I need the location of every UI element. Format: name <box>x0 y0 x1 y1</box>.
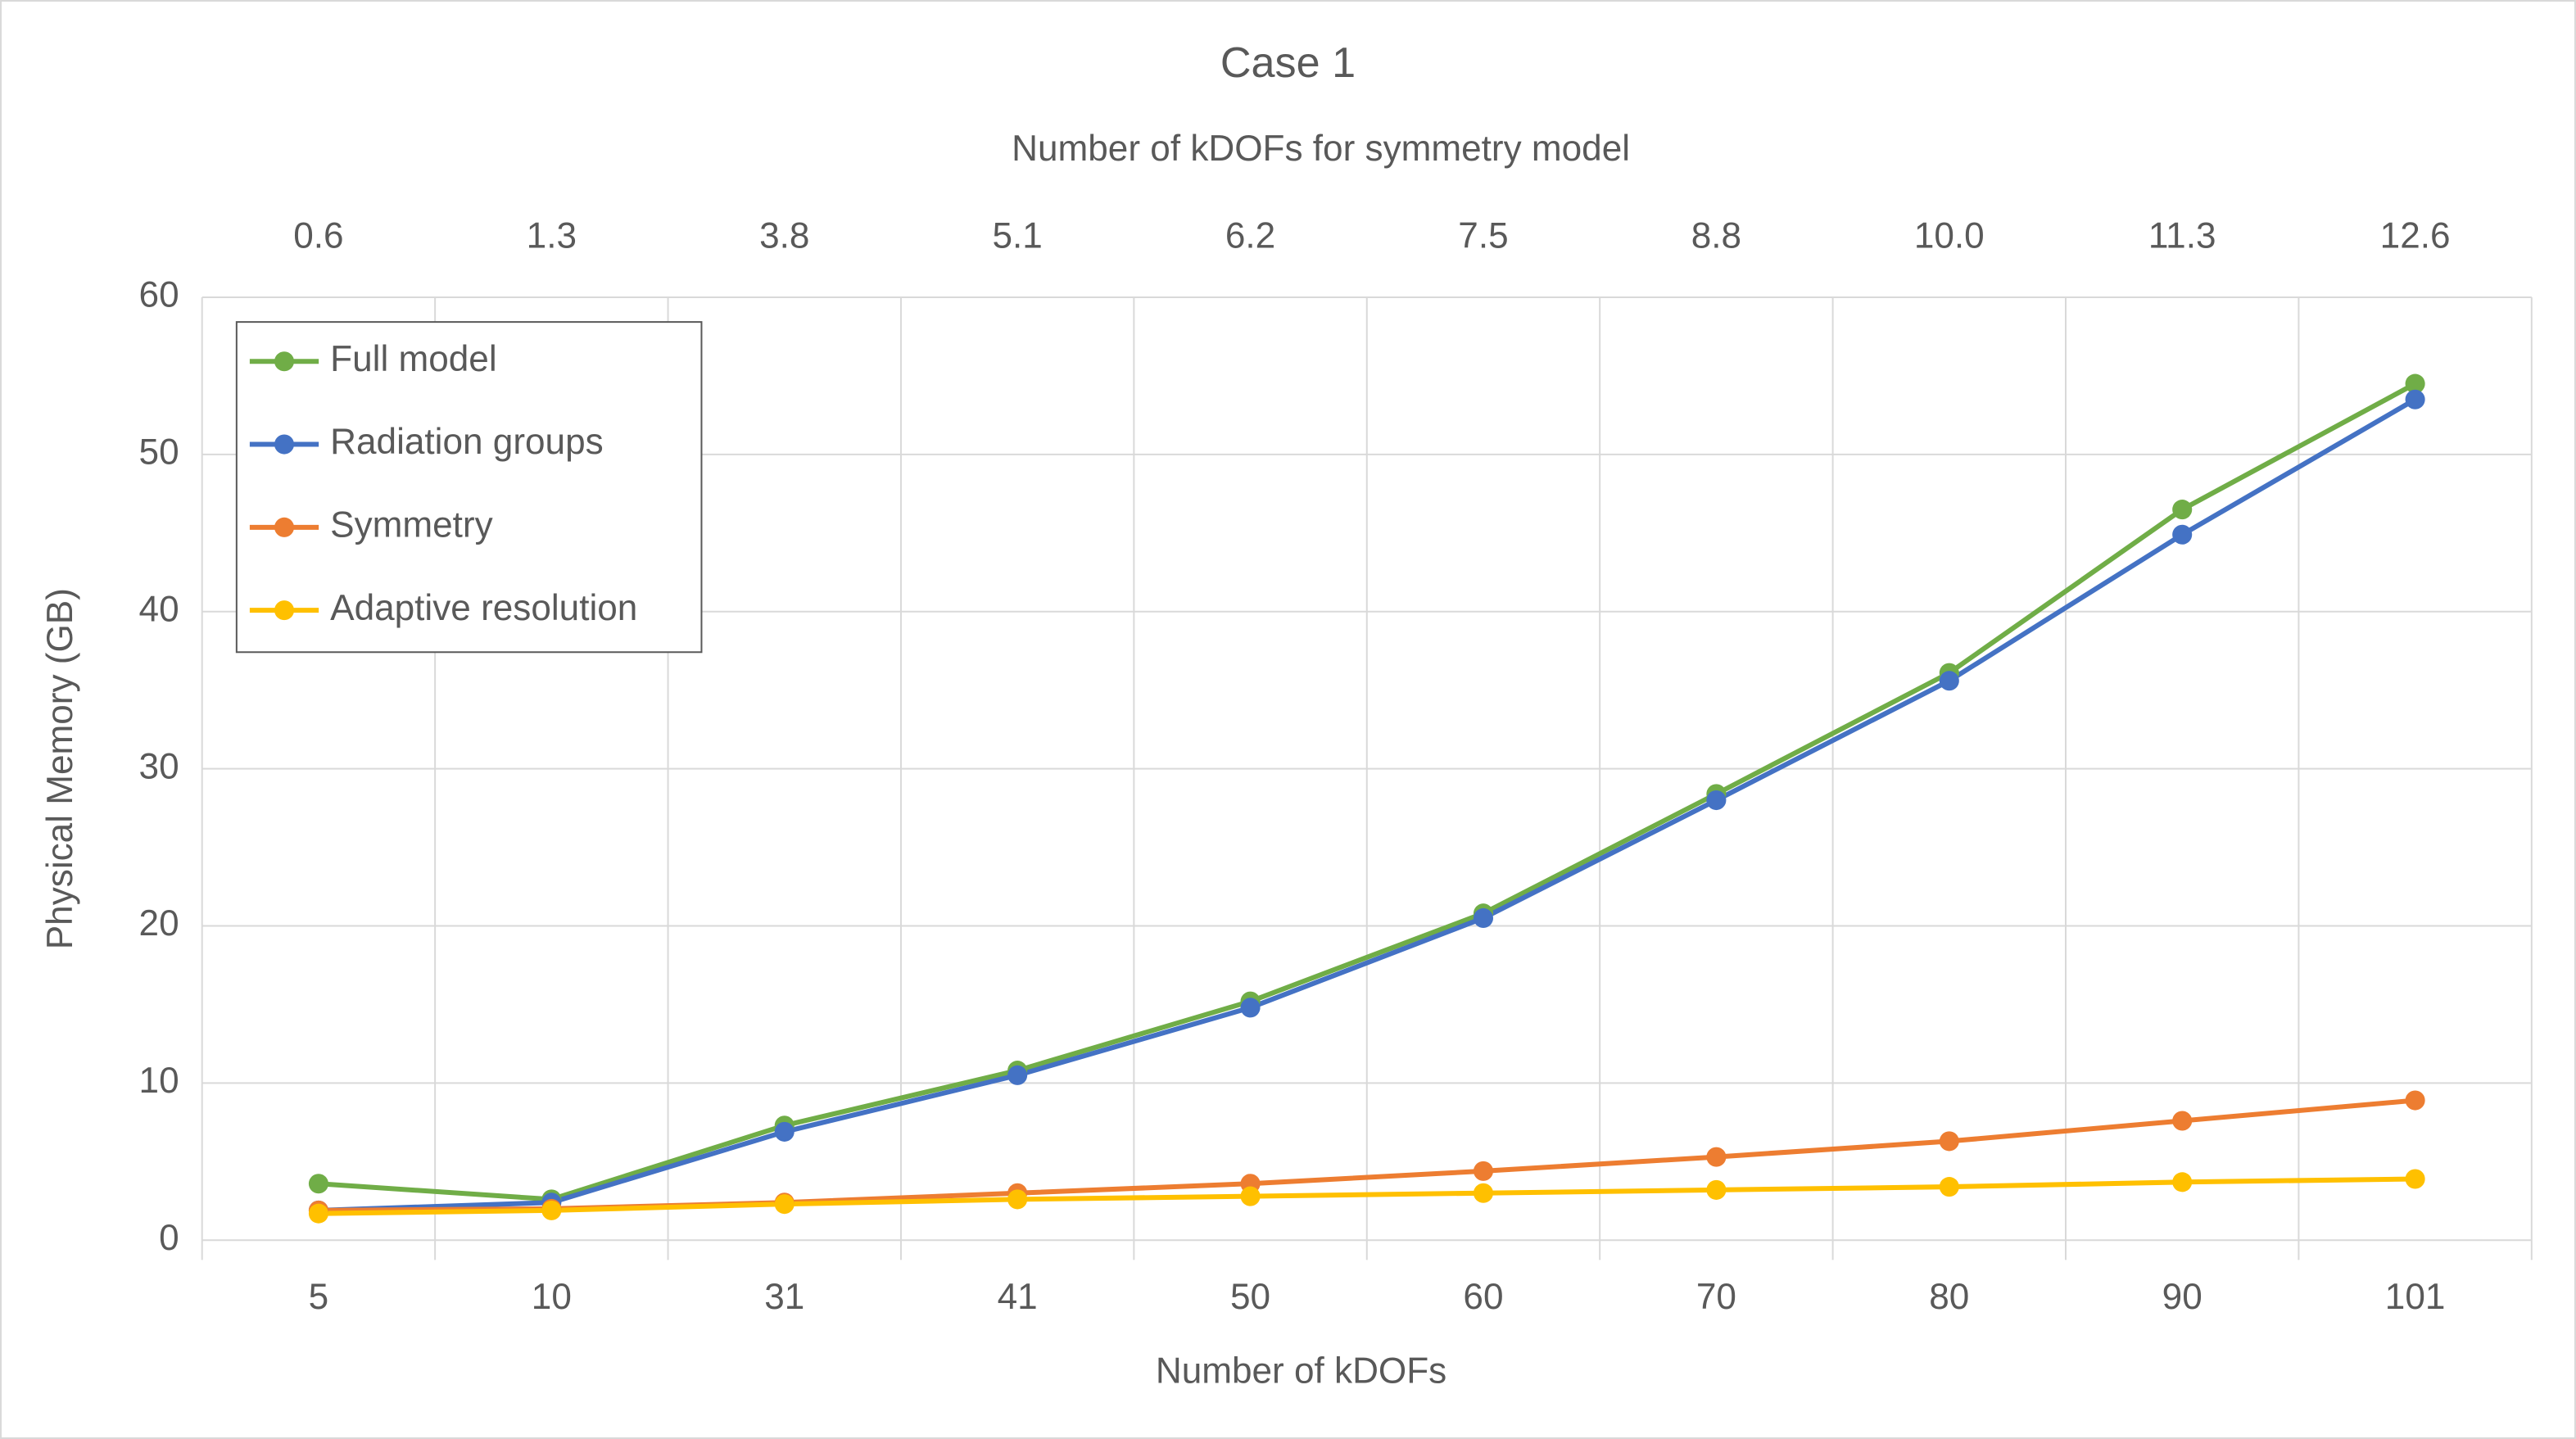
x2-tick-label: 0.6 <box>293 215 343 256</box>
legend-marker <box>274 351 295 372</box>
data-point <box>2172 524 2193 545</box>
data-point <box>2172 1111 2193 1131</box>
x2-tick-label: 6.2 <box>1225 215 1275 256</box>
data-point <box>1706 1147 1727 1167</box>
x2-tick-label: 5.1 <box>992 215 1042 256</box>
series-line <box>318 1176 2415 1216</box>
y-tick-label: 0 <box>159 1218 179 1258</box>
y-tick-label: 20 <box>139 903 179 943</box>
x-tick-label: 5 <box>309 1277 329 1317</box>
data-point <box>774 1121 795 1142</box>
data-point <box>308 1174 328 1194</box>
x-tick-label: 41 <box>998 1277 1038 1317</box>
x2-tick-label: 12.6 <box>2380 215 2451 256</box>
data-point <box>2405 389 2425 410</box>
x-tick-label: 80 <box>1929 1277 1969 1317</box>
legend: Full model Radiation groups Symmetry Adapti… <box>235 321 703 654</box>
data-point <box>1706 790 1727 811</box>
data-point <box>1473 1183 1494 1203</box>
data-point <box>1939 671 1959 691</box>
data-point <box>2172 500 2193 520</box>
y-tick-label: 60 <box>139 275 179 315</box>
x2-tick-label: 7.5 <box>1458 215 1508 256</box>
x-tick-label: 10 <box>532 1277 572 1317</box>
legend-marker <box>274 434 295 455</box>
x2-tick-label: 10.0 <box>1914 215 1985 256</box>
data-point <box>1240 1186 1261 1206</box>
legend-label: Full model <box>330 339 496 379</box>
x-tick-label: 60 <box>1463 1277 1503 1317</box>
x-tick-label: 31 <box>764 1277 804 1317</box>
y-axis-title: Physical Memory (GB) <box>40 588 80 949</box>
data-point <box>2405 1169 2425 1189</box>
data-point <box>1473 1161 1494 1181</box>
x-tick-label: 90 <box>2162 1277 2203 1317</box>
chart-title: Case 1 <box>1220 39 1356 87</box>
x2-tick-label: 1.3 <box>527 215 577 256</box>
data-point <box>1007 1065 1028 1085</box>
series-line <box>318 397 2417 1213</box>
data-point <box>774 1194 795 1215</box>
x2-tick-label: 3.8 <box>759 215 809 256</box>
x2-tick-label: 11.3 <box>2148 215 2216 256</box>
data-point <box>2172 1172 2193 1192</box>
x2-axis-title: Number of kDOFs for symmetry model <box>1012 129 1630 169</box>
y-tick-label: 10 <box>139 1061 179 1101</box>
series-line <box>318 381 2417 1202</box>
data-point <box>1007 1189 1028 1210</box>
y-tick-label: 30 <box>139 746 179 786</box>
data-point <box>2405 1090 2425 1111</box>
data-point <box>1473 907 1494 928</box>
x-tick-label: 70 <box>1696 1277 1736 1317</box>
legend-marker <box>274 517 295 537</box>
data-point <box>1939 1131 1959 1152</box>
x-axis-title: Number of kDOFs <box>1156 1351 1446 1391</box>
y-tick-label: 50 <box>139 432 179 473</box>
legend-label: Radiation groups <box>330 422 604 462</box>
data-point <box>1706 1179 1727 1200</box>
data-point <box>308 1203 328 1224</box>
y-tick-label: 40 <box>139 589 179 629</box>
legend-label: Adaptive resolution <box>330 588 637 628</box>
x-tick-label: 50 <box>1230 1277 1270 1317</box>
legend-marker <box>274 600 295 621</box>
data-point <box>1240 998 1261 1018</box>
legend-label: Symmetry <box>330 505 492 545</box>
legend-box <box>235 321 703 654</box>
data-point <box>541 1200 562 1220</box>
x2-tick-label: 8.8 <box>1691 215 1741 256</box>
x-tick-label: 101 <box>2385 1277 2446 1317</box>
data-point <box>1939 1177 1959 1197</box>
data-point <box>2405 373 2425 394</box>
